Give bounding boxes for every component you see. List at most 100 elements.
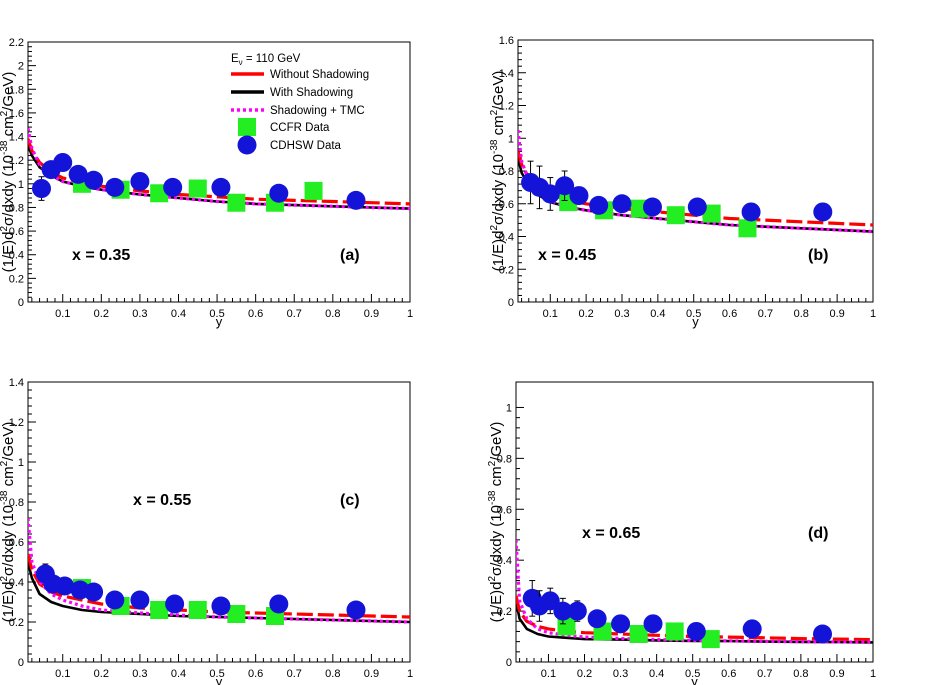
series-line-shadowing-tmc [516,539,873,644]
panel-letter: (a) [340,247,360,264]
y-tick-label: 1.6 [9,108,24,120]
x-tick-label: 0.2 [94,308,109,320]
x-tick-label: 0.6 [722,308,737,320]
legend-energy: Eν = 110 GeV [231,53,301,67]
x-value-annotation: x = 0.35 [72,247,130,264]
cdhsw-point [540,184,560,204]
cdhsw-point [553,601,573,621]
legend: Eν = 110 GeV Without Shadowing With Shadow… [231,53,369,155]
plot-frame [27,381,411,663]
ccfr-point [666,206,685,225]
y-tick-label: 2 [18,61,24,73]
y-tick-label: 0.6 [497,504,512,516]
x-tick-label: 0.8 [793,668,808,680]
cdhsw-point [55,576,75,596]
y-tick-label: 0.6 [9,226,24,238]
cdhsw-point [130,171,150,191]
x-tick-label: 0.3 [132,668,147,680]
x-tick-label: 0.9 [829,308,844,320]
curves [28,517,410,625]
cdhsw-point [163,177,183,197]
y-tick-label: 0 [18,657,24,669]
cdhsw-point [269,594,289,614]
cdhsw-point [611,614,631,634]
cdhsw-point [742,619,762,639]
ccfr-point [227,605,246,623]
legend-entry-label: Shadowing + TMC [270,105,365,117]
x-tick-label: 0.4 [171,668,186,680]
panel-letter: (b) [808,247,828,264]
cdhsw-point [32,179,52,199]
y-tick-label: 0.2 [499,264,514,276]
y-tick-label: 1 [506,402,512,414]
y-tick-label: 0.6 [9,537,24,549]
legend-entry-label: Without Shadowing [270,69,369,81]
x-tick-label: 0.2 [577,668,592,680]
y-tick-label: 1.4 [499,68,514,80]
y-tick-label: 0 [18,297,24,309]
cdhsw-point [642,197,662,217]
series-line-shadowing-tmc [28,517,410,624]
ccfr-point [701,630,720,649]
x-tick-label: 0.5 [685,668,700,680]
y-tick-label: 1 [18,457,24,469]
x-tick-label: 0.8 [325,308,340,320]
ccfr-point [665,622,684,641]
cdhsw-point [587,609,607,629]
x-tick-label: 0.3 [613,668,628,680]
legend-swatch-ccfr [238,118,256,136]
cdhsw-point [741,202,761,222]
x-tick-label: 0.7 [287,668,302,680]
x-value-annotation: x = 0.45 [538,247,596,264]
x-tick-label: 1 [870,308,876,320]
legend-entry-label: CCFR Data [270,122,330,134]
x-tick-label: 0.4 [649,668,664,680]
cdhsw-point [567,601,587,621]
cdhsw-point [105,177,125,197]
y-axis-label: (1/E)d2σ/dxdy (10-38 cm2/GeV) [487,422,505,623]
x-tick-label: 0.4 [171,308,186,320]
cdhsw-point [165,594,185,614]
x-tick-label: 1 [407,308,413,320]
cdhsw-point [53,153,73,173]
x-tick-label: 0.1 [55,308,70,320]
x-tick-label: 0.6 [248,308,263,320]
cdhsw-point [589,195,609,215]
curves [28,127,410,212]
ccfr-point [188,601,207,619]
y-tick-label: 0.4 [499,232,514,244]
cdhsw-point [612,194,632,214]
x-tick-label: 0.2 [94,668,109,680]
cdhsw-point [269,183,289,203]
y-tick-label: 0.2 [497,606,512,618]
y-tick-label: 0.8 [9,202,24,214]
x-tick-label: 0.1 [55,668,70,680]
y-axis-label: (1/E)d2σ/dxdy (10-38 cm2/GeV) [489,71,507,272]
y-tick-label: 1.2 [9,155,24,167]
y-tick-label: 0.8 [499,166,514,178]
curves [516,539,873,649]
y-tick-label: 1.4 [9,132,24,144]
cdhsw-point [686,621,706,641]
x-tick-label: 0.5 [209,308,224,320]
cdhsw-point [105,590,125,610]
panel-a: 0 0.2 0.4 0.6 0.8 1 1.2 1.4 1.6 1.8 2 2.2 0.1 0.2 0.3 0… [0,37,413,329]
x-tick-label: 0.2 [578,308,593,320]
cdhsw-point [643,614,663,634]
panel-d: 0 0.2 0.4 0.6 0.8 1 0.1 0.2 0.3 0.4 0.5 0.6 0.7 0.8 0.… [487,381,876,685]
cdhsw-point [84,170,104,190]
ccfr-point [557,617,576,636]
x-axis-label: y [216,314,223,329]
x-tick-label: 0.5 [686,308,701,320]
x-tick-label: 0.7 [758,308,773,320]
panel-letter: (c) [340,492,360,509]
x-value-annotation: x = 0.55 [133,492,191,509]
cdhsw-point [84,582,104,602]
x-tick-label: 0.5 [209,668,224,680]
y-tick-label: 0.2 [9,617,24,629]
y-tick-label: 1 [508,133,514,145]
y-tick-label: 0 [508,297,514,309]
y-tick-label: 0.4 [497,555,512,567]
ccfr-point [188,179,207,198]
y-tick-label: 0.2 [9,273,24,285]
